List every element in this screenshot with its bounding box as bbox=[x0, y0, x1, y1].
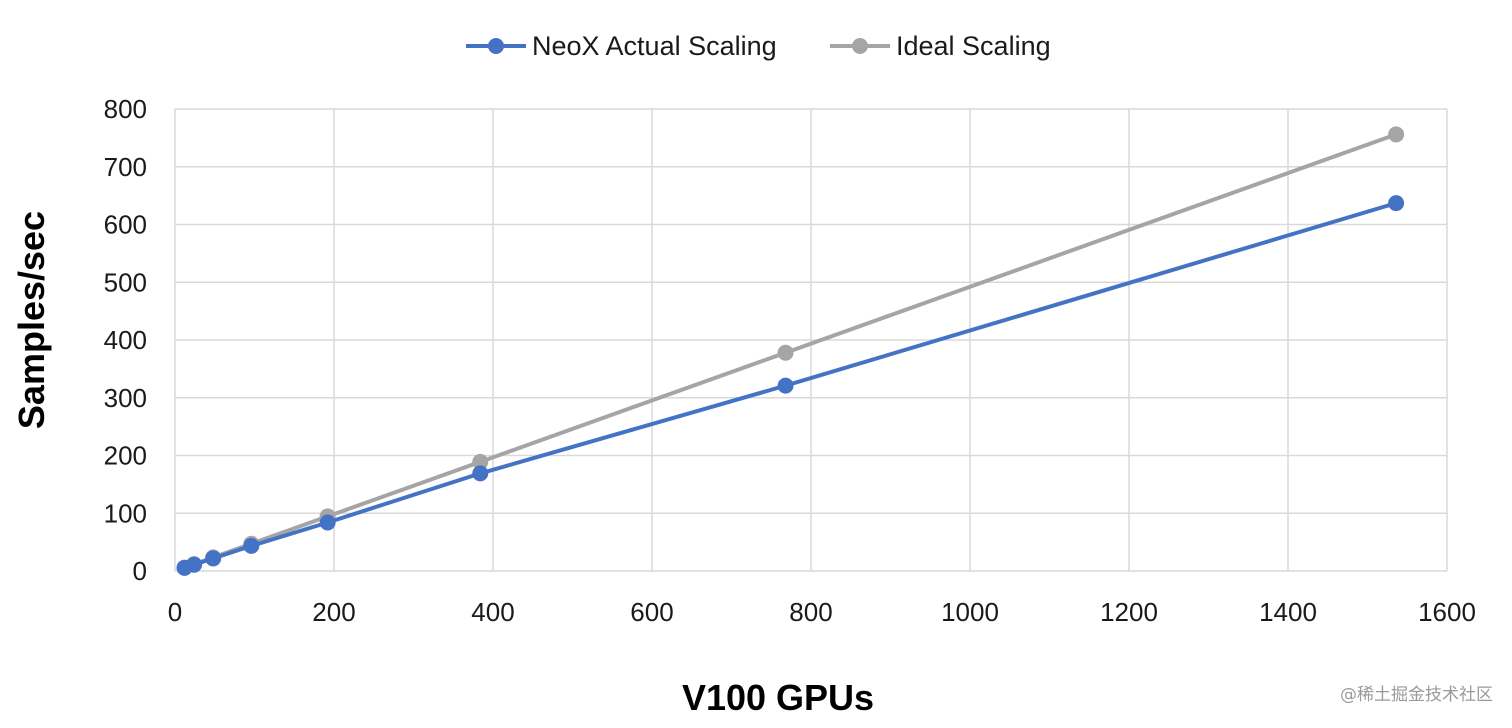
x-axis-title: V100 GPUs bbox=[682, 677, 874, 718]
y-axis-title: Samples/sec bbox=[11, 211, 52, 429]
x-tick-label: 0 bbox=[168, 597, 182, 627]
data-point bbox=[186, 556, 203, 573]
x-tick-label: 800 bbox=[789, 597, 832, 627]
data-point bbox=[1388, 195, 1405, 212]
series-actual bbox=[176, 195, 1405, 576]
x-tick-label: 1400 bbox=[1259, 597, 1317, 627]
x-tick-label: 1000 bbox=[941, 597, 999, 627]
series-layer bbox=[176, 126, 1405, 576]
y-tick-label: 200 bbox=[104, 441, 147, 471]
data-point bbox=[205, 550, 222, 567]
y-tick-label: 700 bbox=[104, 152, 147, 182]
legend-marker-ideal bbox=[852, 38, 868, 54]
y-tick-label: 800 bbox=[104, 94, 147, 124]
legend-item-ideal: Ideal Scaling bbox=[830, 31, 1051, 61]
legend-label-actual: NeoX Actual Scaling bbox=[532, 31, 777, 61]
series-ideal bbox=[176, 126, 1405, 576]
x-tick-label: 200 bbox=[312, 597, 355, 627]
y-tick-label: 300 bbox=[104, 383, 147, 413]
data-point bbox=[777, 377, 794, 394]
data-point bbox=[1388, 126, 1405, 143]
legend-label-ideal: Ideal Scaling bbox=[896, 31, 1051, 61]
x-tick-label: 600 bbox=[630, 597, 673, 627]
x-tick-label: 1600 bbox=[1418, 597, 1476, 627]
data-point bbox=[472, 453, 489, 470]
data-point bbox=[319, 514, 336, 531]
y-tick-label: 0 bbox=[133, 556, 147, 586]
gridlines bbox=[174, 108, 1448, 572]
x-tick-label: 400 bbox=[471, 597, 514, 627]
y-tick-label: 400 bbox=[104, 325, 147, 355]
y-tick-label: 600 bbox=[104, 210, 147, 240]
y-tick-label: 500 bbox=[104, 267, 147, 297]
x-axis-ticks: 0 200 400 600 800 1000 1200 1400 1600 bbox=[168, 597, 1476, 627]
data-point bbox=[472, 465, 489, 482]
data-point bbox=[243, 537, 260, 554]
y-axis-ticks: 0 100 200 300 400 500 600 700 800 bbox=[104, 94, 147, 586]
legend: NeoX Actual Scaling Ideal Scaling bbox=[466, 31, 1051, 61]
x-tick-label: 1200 bbox=[1100, 597, 1158, 627]
y-tick-label: 100 bbox=[104, 498, 147, 528]
legend-item-actual: NeoX Actual Scaling bbox=[466, 31, 777, 61]
legend-marker-actual bbox=[488, 38, 504, 54]
data-point bbox=[777, 344, 794, 361]
watermark-text: @稀土掘金技术社区 bbox=[1340, 685, 1493, 705]
